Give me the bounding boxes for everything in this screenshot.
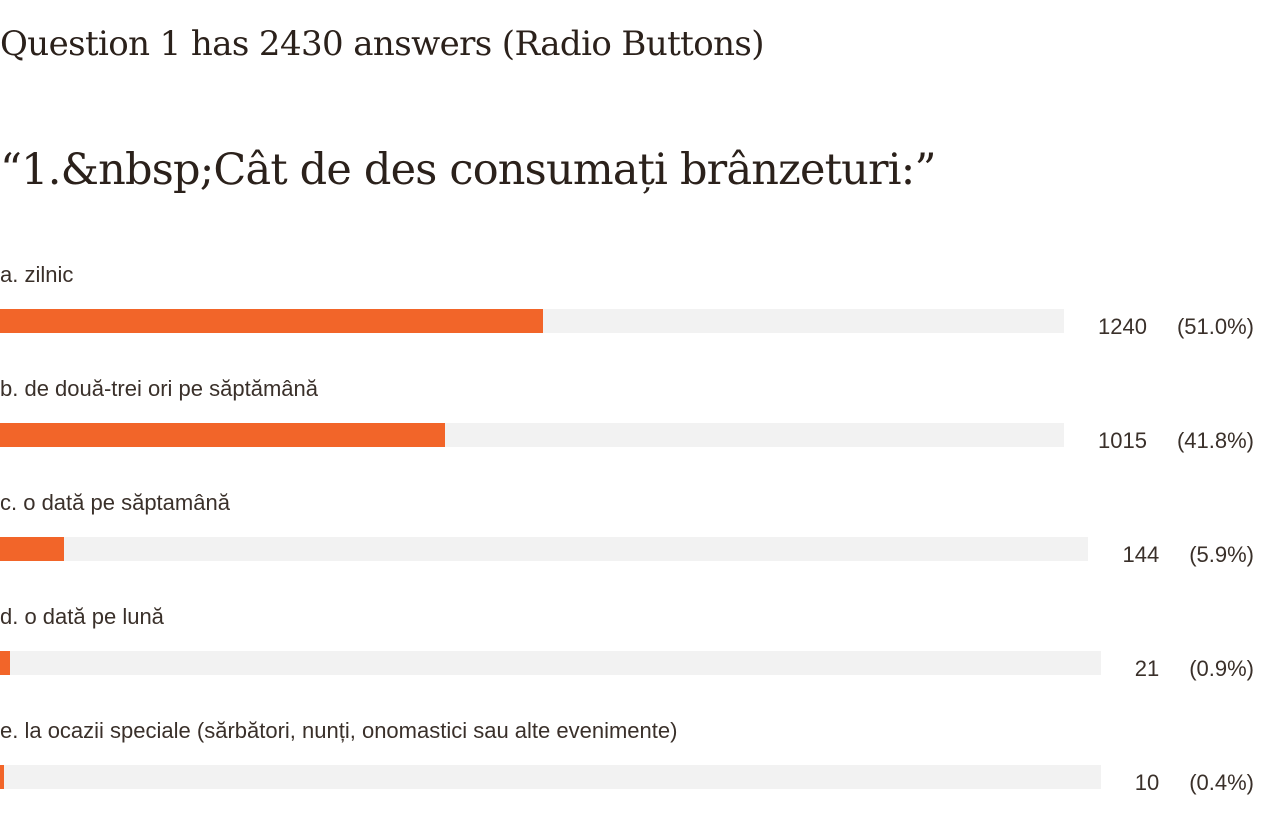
answer-percent: (0.4%)	[1189, 770, 1254, 795]
answer-item-d: d. o dată pe lună 21 (0.9%)	[0, 600, 1270, 714]
answer-item-b: b. de două-trei ori pe săptămână 1015 (4…	[0, 372, 1270, 486]
answer-label: e. la ocazii speciale (sărbători, nunți,…	[0, 718, 678, 743]
answer-label: c. o dată pe săptamână	[0, 490, 230, 515]
answer-label: b. de două-trei ori pe săptămână	[0, 376, 318, 401]
answer-bar-row: 1240 (51.0%)	[0, 309, 1254, 339]
answer-percent: (5.9%)	[1189, 542, 1254, 567]
answer-bar-fill	[0, 423, 445, 447]
answer-count: 144	[1122, 542, 1160, 567]
answer-bar-row: 1015 (41.8%)	[0, 423, 1254, 453]
answer-percent: (41.8%)	[1176, 428, 1254, 453]
answer-percent: (51.0%)	[1176, 314, 1254, 339]
answer-item-a: a. zilnic 1240 (51.0%)	[0, 258, 1270, 372]
answer-bar-fill	[0, 651, 10, 675]
answer-bar-row: 144 (5.9%)	[0, 537, 1254, 567]
answer-bar-row: 21 (0.9%)	[0, 651, 1254, 681]
answer-bar-row: 10 (0.4%)	[0, 765, 1254, 795]
answer-count: 1240	[1098, 314, 1147, 339]
answer-bar-track	[0, 423, 1064, 447]
answer-percent: (0.9%)	[1189, 656, 1254, 681]
answer-bar-track	[0, 537, 1089, 561]
answer-bar-track	[0, 765, 1101, 789]
answer-count: 21	[1134, 656, 1160, 681]
answer-item-c: c. o dată pe săptamână 144 (5.9%)	[0, 486, 1270, 600]
answer-bar-fill	[0, 765, 5, 789]
answer-bar-fill	[0, 309, 543, 333]
answer-list: a. zilnic 1240 (51.0%) b. de două-trei o…	[0, 258, 1270, 828]
answer-count-summary: Question 1 has 2430 answers (Radio Butto…	[0, 24, 765, 64]
answer-count: 10	[1134, 770, 1160, 795]
answer-bar-fill	[0, 537, 65, 561]
answer-bar-track	[0, 651, 1101, 675]
answer-item-e: e. la ocazii speciale (sărbători, nunți,…	[0, 714, 1270, 828]
answer-label: a. zilnic	[0, 262, 74, 287]
answer-count: 1015	[1098, 428, 1147, 453]
answer-label: d. o dată pe lună	[0, 604, 164, 629]
answer-bar-track	[0, 309, 1064, 333]
question-title: “1.&nbsp;Cât de des consumați brânzeturi…	[0, 145, 936, 195]
